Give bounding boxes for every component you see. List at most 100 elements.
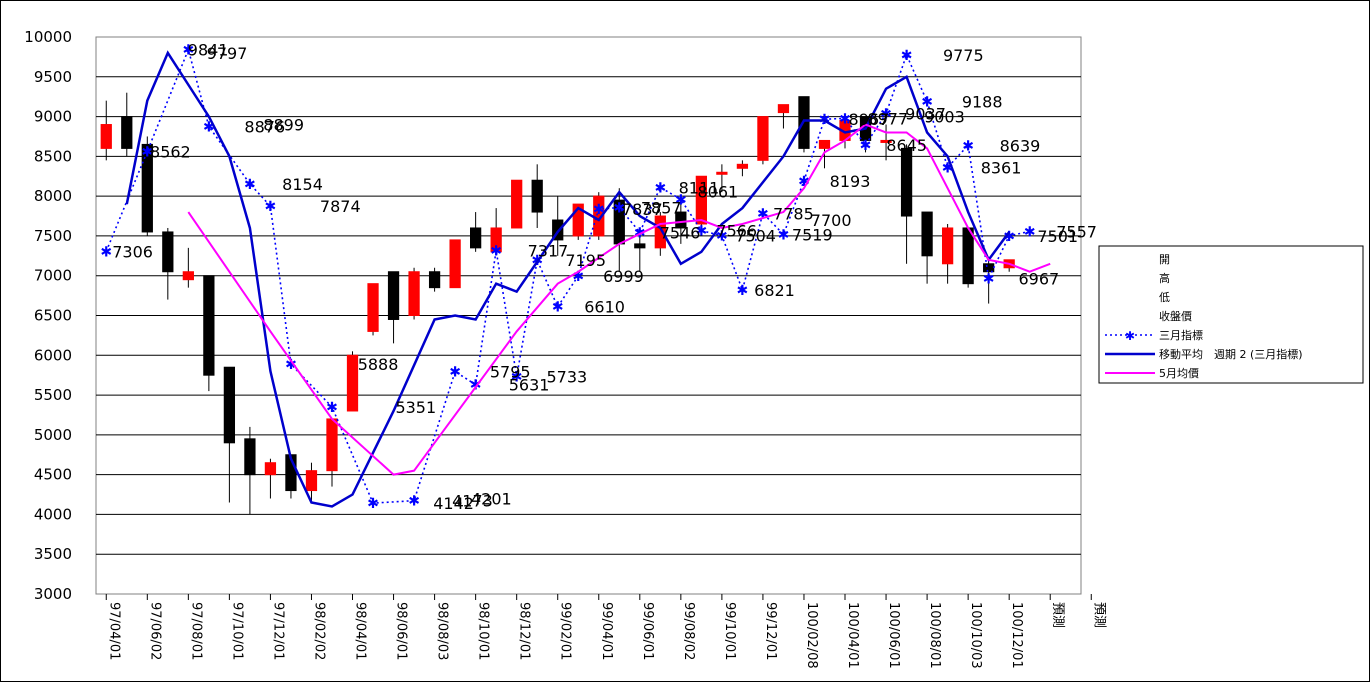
y-tick-label: 8500 (34, 147, 72, 165)
legend-box (1098, 245, 1364, 384)
y-tick-label: 9500 (34, 68, 72, 86)
index-series-marker: ✱ (778, 227, 790, 243)
y-tick-label: 6500 (34, 307, 72, 325)
index-series-marker: ✱ (244, 177, 256, 193)
data-label: 7874 (320, 197, 361, 216)
candle-body (408, 271, 420, 317)
x-tick-label: 97/10/01 (229, 602, 244, 660)
index-series-marker: ✱ (880, 107, 892, 123)
x-tick-label: 預測 (1091, 602, 1106, 628)
index-series-marker: ✱ (203, 119, 215, 135)
candle-body (511, 179, 523, 229)
candle-body (367, 283, 379, 332)
data-label: 8154 (282, 175, 323, 194)
data-label: 7501 (1037, 227, 1078, 246)
data-label: 8193 (830, 172, 871, 191)
candle-body (244, 438, 256, 476)
candle-body (757, 116, 769, 161)
x-tick-label: 97/04/01 (106, 602, 121, 660)
candle-body (141, 143, 153, 233)
candle-body (962, 227, 974, 285)
x-tick-label: 98/12/01 (517, 602, 532, 660)
index-series-marker: ✱ (367, 496, 379, 512)
data-label: 7306 (112, 242, 153, 261)
data-label: 7557 (1056, 222, 1097, 241)
series-lines: ✱✱✱✱✱✱✱✱✱ ✱✱✱✱✱✱✱✱✱ ✱✱✱✱✱ ✱✱✱✱✱✱ ✱✱✱✱✱✱✱✱✱ ✱ (100, 43, 1051, 512)
data-label: 9797 (207, 44, 248, 63)
index-series-marker: ✱ (552, 300, 564, 316)
x-tick-label: 100/04/01 (845, 602, 860, 669)
data-label: 9188 (962, 93, 1003, 112)
data-label: 8639 (1000, 136, 1041, 155)
index-series-marker: ✱ (737, 283, 749, 299)
candle-body (100, 124, 112, 149)
candle-body (634, 243, 646, 249)
candle-body (326, 418, 338, 472)
x-tick-label: 預測 (1050, 602, 1065, 628)
five-month-average-line (187, 123, 1051, 476)
data-label: 6821 (754, 281, 795, 300)
data-label: 7317 (528, 241, 569, 260)
x-tick-label: 98/06/01 (394, 602, 409, 660)
candle-body (695, 175, 707, 225)
x-tick-label: 100/02/08 (804, 602, 819, 669)
candle-body (449, 239, 461, 289)
candle-body (572, 203, 584, 237)
data-label: 4201 (471, 489, 512, 508)
data-label: 7195 (565, 251, 606, 270)
data-label: 8361 (981, 158, 1022, 177)
candle-body (264, 462, 277, 476)
data-label: 7546 (660, 223, 701, 242)
candle-body (941, 227, 954, 265)
data-label: 7837 (622, 200, 663, 219)
data-label: 5351 (395, 398, 436, 417)
candle-body (387, 271, 400, 320)
index-series-marker: ✱ (490, 243, 502, 259)
index-series-marker: ✱ (613, 201, 625, 217)
x-tick-label: 100/08/01 (927, 602, 942, 669)
legend-label: 低 (1159, 291, 1170, 304)
y-axis-ticks: 3000 3500 4000 4500 5000 5500 6000 6500 7000 7500… (24, 28, 72, 603)
index-series-marker: ✱ (449, 365, 461, 381)
x-tick-label: 99/04/01 (599, 602, 614, 660)
data-label: 9003 (924, 107, 965, 126)
data-label: 7700 (811, 211, 852, 230)
x-tick-label: 99/10/01 (722, 602, 737, 660)
y-tick-label: 9000 (34, 108, 72, 126)
candle-body (203, 275, 215, 376)
candle-body (470, 227, 482, 249)
x-tick-label: 100/12/01 (1009, 602, 1024, 669)
index-series-marker: ✱ (326, 400, 338, 416)
legend-label: 移動平均 週期 2 (三月指標) (1159, 347, 1303, 361)
index-series-marker: ✱ (141, 144, 153, 160)
candle-body (428, 271, 441, 289)
index-series-marker: ✱ (1003, 229, 1015, 245)
legend-label: 開 (1159, 253, 1170, 266)
candle-body (921, 211, 933, 257)
index-series-marker: ✱ (675, 192, 687, 208)
x-tick-label: 98/02/02 (311, 602, 326, 660)
legend-label: 高 (1159, 271, 1170, 285)
index-series-marker: ✱ (572, 269, 584, 285)
data-label: 6999 (603, 267, 644, 286)
index-series-marker: ✱ (716, 229, 728, 245)
data-label: 5888 (358, 355, 399, 374)
legend-label: 收盤價 (1159, 309, 1192, 323)
y-tick-label: 3000 (34, 585, 72, 603)
x-tick-label: 98/08/03 (435, 602, 450, 660)
y-tick-label: 5500 (34, 386, 72, 404)
candle-body (223, 366, 236, 444)
index-series-marker: ✱ (511, 370, 523, 386)
y-tick-label: 4500 (34, 466, 72, 484)
candle-body (777, 104, 790, 114)
x-axis-ticks: 97/04/01 97/06/02 97/08/01 97/10/01 97/12/01… (105, 594, 1106, 669)
candle-body (121, 116, 133, 149)
legend-label: 5月均價 (1159, 366, 1199, 380)
data-label: 8876 (244, 117, 285, 136)
legend-label: 三月指標 (1159, 328, 1203, 342)
data-label: 7857 (641, 199, 682, 218)
